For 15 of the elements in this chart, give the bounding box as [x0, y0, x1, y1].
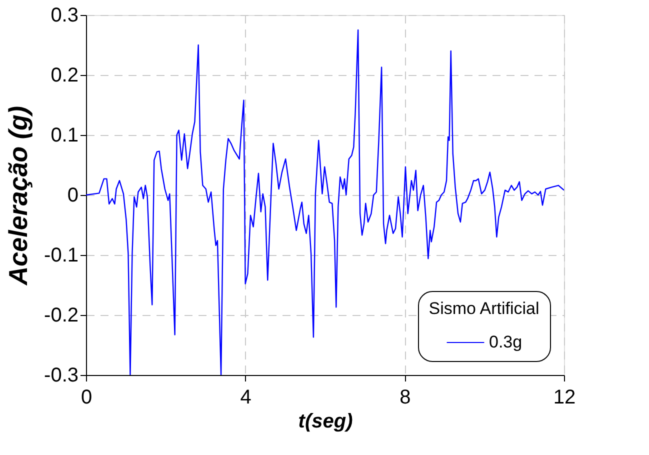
x-tick-label: 4	[240, 386, 252, 408]
y-tick-label: 0.1	[50, 124, 78, 146]
y-axis-title: Aceleração (g)	[3, 106, 34, 286]
y-tick-label: 0.2	[50, 64, 78, 86]
x-axis-title: t(seg)	[298, 410, 354, 432]
x-tick-label: 8	[400, 386, 411, 408]
x-tick-label: 12	[553, 386, 576, 408]
y-tick-label: -0.1	[44, 244, 78, 266]
y-tick-label: -0.2	[44, 304, 78, 326]
legend-label: 0.3g	[489, 332, 522, 352]
x-tick-label: 0	[80, 386, 92, 408]
legend-title: Sismo Artificial	[428, 299, 540, 318]
y-tick-label: 0.3	[50, 4, 78, 26]
y-tick-label: 0	[67, 184, 78, 206]
y-tick-label: -0.3	[44, 364, 78, 386]
